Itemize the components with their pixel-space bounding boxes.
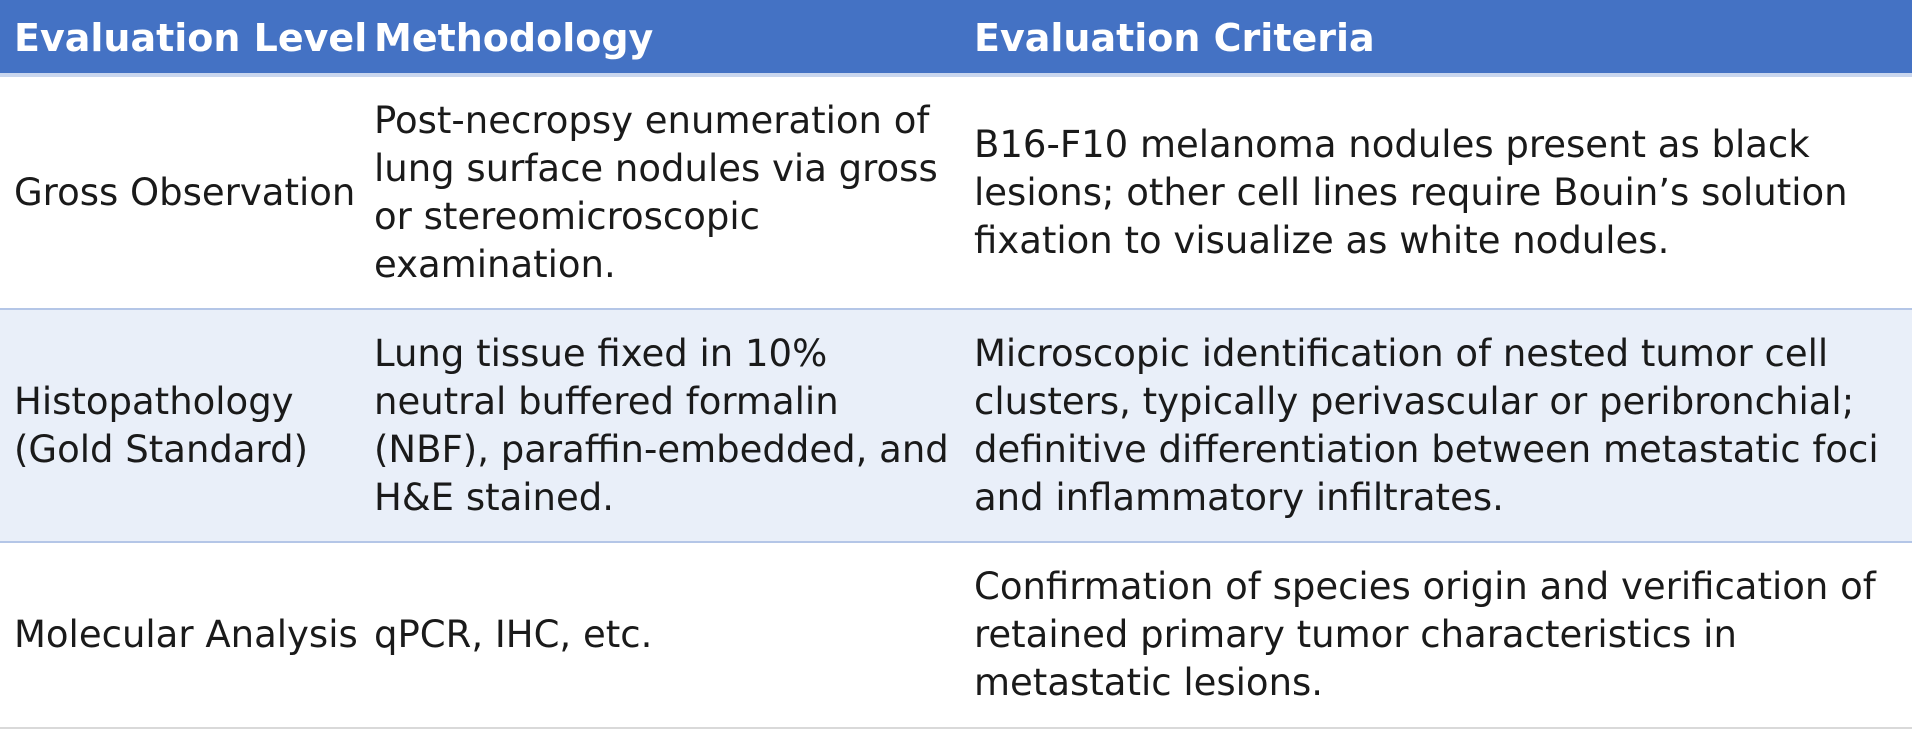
table-row: Molecular Analysis qPCR, IHC, etc. Confi… [0,543,1912,729]
header-evaluation-criteria: Evaluation Criteria [974,16,1375,60]
row-methodology: qPCR, IHC, etc. [374,613,653,656]
row-evaluation-level: Molecular Analysis [14,613,358,656]
row-evaluation-criteria: Microscopic identification of nested tum… [974,331,1879,519]
table-row: Gross Observation Post-necropsy enumerat… [0,77,1912,310]
header-methodology: Methodology [374,16,654,60]
header-evaluation-level: Evaluation Level [14,16,368,60]
row-evaluation-criteria: Confirmation of species origin and verif… [974,565,1876,704]
row-methodology: Post-necropsy enumeration of lung surfac… [374,98,938,286]
table-header: Evaluation Level Methodology Evaluation … [0,0,1912,77]
table-row: Histopathology (Gold Standard) Lung tiss… [0,310,1912,543]
row-evaluation-criteria: B16-F10 melanoma nodules present as blac… [974,122,1848,262]
row-methodology: Lung tissue fixed in 10% neutral buffere… [374,331,949,519]
row-evaluation-level: Histopathology (Gold Standard) [14,379,309,471]
row-evaluation-level: Gross Observation [14,170,356,214]
